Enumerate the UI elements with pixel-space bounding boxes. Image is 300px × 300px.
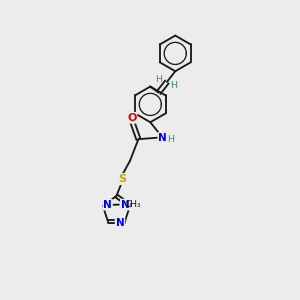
Text: N: N bbox=[116, 218, 124, 228]
Text: N: N bbox=[121, 200, 130, 210]
Text: N: N bbox=[158, 133, 167, 143]
Text: O: O bbox=[127, 113, 136, 123]
Text: S: S bbox=[118, 174, 126, 184]
Text: N: N bbox=[121, 200, 130, 210]
Text: N: N bbox=[116, 218, 124, 228]
Text: N: N bbox=[103, 200, 112, 210]
Text: CH₃: CH₃ bbox=[124, 200, 141, 209]
Text: H: H bbox=[168, 135, 175, 144]
Text: N: N bbox=[158, 133, 167, 143]
Text: S: S bbox=[118, 174, 126, 184]
Text: O: O bbox=[127, 113, 136, 123]
Text: H: H bbox=[155, 75, 162, 84]
Text: H: H bbox=[170, 81, 177, 90]
Text: N: N bbox=[103, 200, 112, 210]
